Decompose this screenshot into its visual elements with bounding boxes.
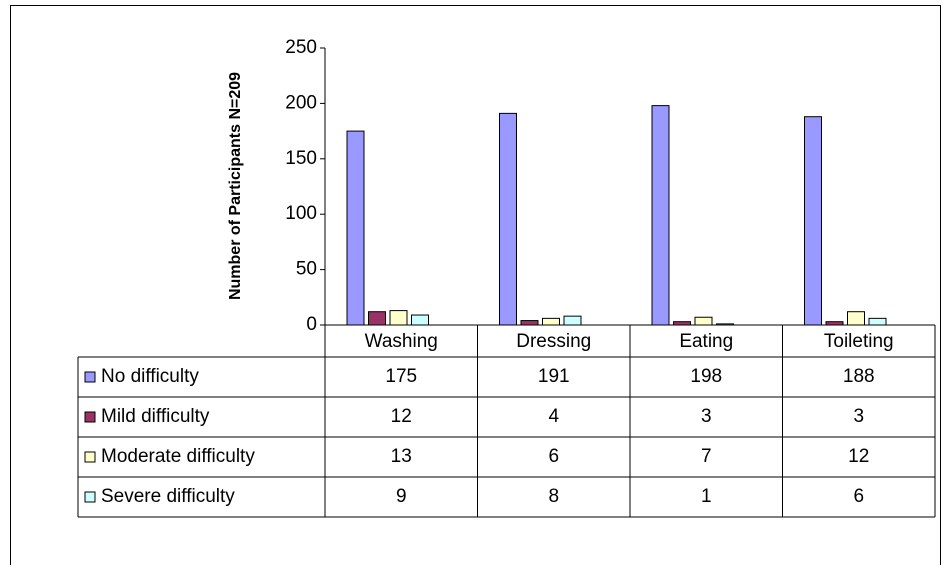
- table-value: 8: [548, 486, 559, 507]
- x-tick-label: Eating: [679, 331, 733, 352]
- legend-label: Mild difficulty: [101, 406, 210, 427]
- table-value: 188: [843, 366, 875, 387]
- bar: [804, 116, 822, 326]
- y-tick-label: 100: [285, 203, 317, 224]
- table-value: 175: [385, 366, 417, 387]
- table-value: 4: [548, 406, 559, 427]
- table-value: 6: [853, 486, 864, 507]
- legend-swatch: [84, 371, 96, 383]
- table-value: 12: [391, 406, 412, 427]
- table-value: 13: [391, 446, 412, 467]
- legend-swatch: [84, 491, 96, 503]
- y-tick-label: 0: [306, 314, 317, 335]
- y-tick-label: 50: [296, 259, 317, 280]
- bar: [389, 310, 408, 326]
- bar: [868, 317, 887, 326]
- bar: [499, 112, 517, 326]
- table-value: 7: [701, 446, 712, 467]
- chart-border: [10, 5, 941, 565]
- bar: [651, 105, 670, 326]
- bar: [694, 316, 713, 326]
- table-value: 12: [848, 446, 869, 467]
- x-tick-label: Washing: [365, 331, 438, 352]
- legend-label: Moderate difficulty: [101, 446, 255, 467]
- bar: [563, 315, 582, 326]
- table-value: 3: [853, 406, 864, 427]
- table-value: 3: [701, 406, 712, 427]
- bar: [346, 130, 365, 326]
- table-value: 198: [690, 366, 722, 387]
- table-value: 6: [548, 446, 559, 467]
- y-tick-label: 250: [285, 37, 317, 58]
- y-tick-label: 150: [285, 148, 317, 169]
- y-axis-title: Number of Participants N=209: [227, 72, 244, 300]
- bar: [542, 317, 560, 326]
- table-value: 9: [396, 486, 407, 507]
- legend-label: No difficulty: [101, 366, 199, 387]
- x-tick-label: Toileting: [824, 331, 894, 352]
- bar: [368, 311, 386, 326]
- table-value: 1: [701, 486, 712, 507]
- x-tick-label: Dressing: [516, 331, 591, 352]
- bar: [411, 314, 429, 326]
- bar: [520, 320, 539, 326]
- legend-swatch: [84, 411, 96, 423]
- y-tick-label: 200: [285, 92, 317, 113]
- table-value: 191: [538, 366, 570, 387]
- bar: [847, 311, 865, 326]
- legend-swatch: [84, 451, 96, 463]
- legend-label: Severe difficulty: [101, 486, 235, 507]
